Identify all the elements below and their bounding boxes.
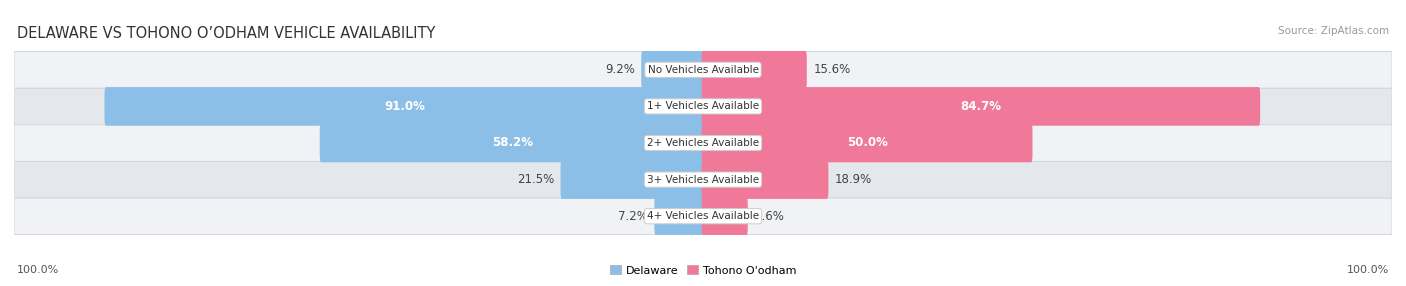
FancyBboxPatch shape (654, 197, 704, 235)
FancyBboxPatch shape (702, 124, 1032, 162)
Text: No Vehicles Available: No Vehicles Available (648, 65, 758, 75)
Text: 100.0%: 100.0% (1347, 265, 1389, 275)
Text: 58.2%: 58.2% (492, 136, 533, 150)
Text: 15.6%: 15.6% (813, 63, 851, 76)
Text: 4+ Vehicles Available: 4+ Vehicles Available (647, 211, 759, 221)
FancyBboxPatch shape (702, 197, 748, 235)
FancyBboxPatch shape (14, 125, 1392, 161)
Text: 6.6%: 6.6% (754, 210, 785, 223)
Text: 7.2%: 7.2% (619, 210, 648, 223)
FancyBboxPatch shape (104, 87, 704, 126)
FancyBboxPatch shape (641, 51, 704, 89)
Text: 84.7%: 84.7% (960, 100, 1001, 113)
Text: Source: ZipAtlas.com: Source: ZipAtlas.com (1278, 26, 1389, 36)
Text: 9.2%: 9.2% (605, 63, 634, 76)
Text: 91.0%: 91.0% (384, 100, 425, 113)
Text: 50.0%: 50.0% (846, 136, 887, 150)
Text: 100.0%: 100.0% (17, 265, 59, 275)
FancyBboxPatch shape (14, 161, 1392, 198)
FancyBboxPatch shape (14, 88, 1392, 125)
Text: 1+ Vehicles Available: 1+ Vehicles Available (647, 102, 759, 111)
Text: 18.9%: 18.9% (835, 173, 872, 186)
FancyBboxPatch shape (702, 87, 1260, 126)
FancyBboxPatch shape (319, 124, 704, 162)
FancyBboxPatch shape (14, 51, 1392, 88)
FancyBboxPatch shape (561, 160, 704, 199)
FancyBboxPatch shape (702, 51, 807, 89)
FancyBboxPatch shape (702, 160, 828, 199)
Text: 3+ Vehicles Available: 3+ Vehicles Available (647, 175, 759, 184)
Text: 21.5%: 21.5% (517, 173, 554, 186)
Text: DELAWARE VS TOHONO O’ODHAM VEHICLE AVAILABILITY: DELAWARE VS TOHONO O’ODHAM VEHICLE AVAIL… (17, 26, 436, 41)
FancyBboxPatch shape (14, 198, 1392, 235)
Text: 2+ Vehicles Available: 2+ Vehicles Available (647, 138, 759, 148)
Legend: Delaware, Tohono O'odham: Delaware, Tohono O'odham (606, 261, 800, 280)
